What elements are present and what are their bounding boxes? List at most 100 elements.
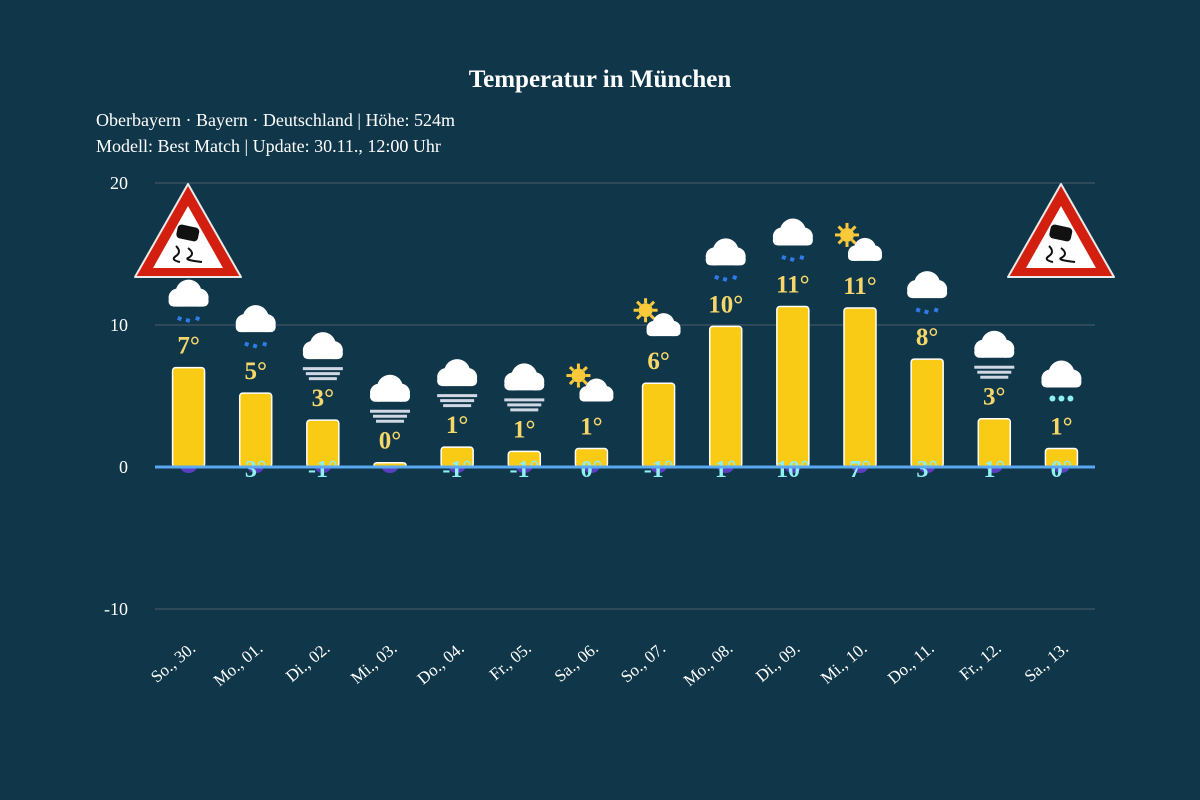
x-tick-label: Fr., 05. [486,639,535,685]
sun-ray [837,225,844,232]
cloud-icon [848,251,882,261]
cloud-icon [168,295,209,307]
min-temp-label: 3° [245,457,267,483]
fog-line-icon [370,409,410,413]
fog-line-icon [437,394,478,398]
cloud-icon [437,375,478,387]
sun-ray [582,365,588,372]
rain-drop-icon [195,316,201,322]
max-temp-label: 10° [708,291,743,318]
x-tick-label: Di., 02. [282,639,333,686]
x-tick-label: Di., 09. [752,639,803,686]
fog-line-icon [974,365,1015,369]
rain-drop-icon [262,341,268,347]
y-tick-label: 20 [110,173,128,193]
sun-ray [837,238,844,245]
max-temp-label: 11° [776,272,810,299]
sun-ray [636,314,642,320]
sun-ray [568,365,575,372]
chart-subtitle-location: Oberbayern · Bayern · Deutschland | Höhe… [96,110,455,130]
x-tick-label: Sa., 06. [551,639,602,686]
cloud-icon [504,379,545,391]
sun-icon [840,227,854,242]
fog-line-icon [507,403,542,407]
sun-ray [649,314,656,320]
min-temp-label: -1° [644,457,674,483]
sun-icon [571,368,586,383]
snow-flake-icon [1058,395,1065,402]
cloud-icon [974,346,1015,358]
fog-line-icon [376,419,404,423]
min-temp-label: -1° [308,457,338,483]
max-temp-label: 1° [1050,414,1073,441]
x-tick-label: So., 30. [147,639,199,687]
cloud-icon [1041,376,1082,388]
skid-marks-icon [172,245,203,263]
rain-drop-icon [252,343,258,349]
x-tick-label: Do., 04. [414,639,468,689]
sun-ray [568,379,575,386]
cloud-icon [235,321,276,333]
rain-drop-icon [722,276,728,282]
max-temp-label: 11° [843,273,877,300]
x-tick-label: So., 07. [617,639,669,687]
x-tick-label: Fr., 12. [956,639,1005,685]
bar-max-temp [641,382,676,468]
bar-max-temp [708,325,743,468]
rain-drop-icon [244,341,250,347]
fog-line-icon [980,375,1009,379]
cloud-icon [705,254,746,266]
rain-drop-icon [799,254,805,261]
cloud-icon [302,348,343,360]
sun-ray [636,300,642,307]
x-tick-label: Mo., 08. [680,639,736,691]
bar-max-temp [843,307,877,468]
x-tick-label: Sa., 13. [1021,639,1072,686]
cloud-icon [907,287,948,299]
min-temp-label: 1° [983,457,1005,483]
snow-flake-icon [1049,395,1056,402]
y-tick-label: -10 [104,599,128,619]
rain-drop-icon [923,309,930,315]
max-temp-label: 6° [647,348,670,375]
car-icon [1049,224,1073,242]
sun-icon [638,303,653,318]
y-tick-label: 0 [119,457,128,477]
sun-ray [850,225,857,232]
max-temp-label: 1° [513,416,536,443]
min-temp-label: 3° [916,457,938,483]
rain-drop-icon [185,317,191,324]
max-temp-label: 1° [446,412,469,439]
min-temp-label: -1° [442,457,472,483]
rain-drop-icon [933,307,939,313]
max-temp-label: 0° [379,428,402,455]
rain-drop-icon [781,254,787,261]
min-temp-label: 0° [581,457,603,483]
fog-line-icon [510,408,539,412]
x-tick-label: Do., 11. [884,639,938,688]
cloud-icon [370,390,410,402]
bar-max-temp [238,392,273,468]
min-temp-label: -1° [509,457,539,483]
sun-ray [850,238,857,245]
max-temp-label: 7° [177,333,200,360]
bar-max-temp [776,305,810,468]
fog-line-icon [305,372,340,376]
fog-line-icon [977,370,1012,374]
sun-ray [649,300,656,307]
rain-drop-icon [732,274,738,280]
y-tick-label: 10 [110,315,128,335]
rain-drop-icon [789,256,795,262]
max-temp-label: 8° [916,324,939,351]
min-temp-label: 7° [849,457,871,483]
max-temp-label: 1° [580,414,603,441]
min-temp-label: 0° [1051,457,1073,483]
max-temp-label: 3° [312,385,335,412]
cloud-icon [646,326,681,337]
chart-title: Temperatur in München [468,66,732,93]
car-icon [176,224,200,242]
cloud-icon [772,234,813,246]
rain-drop-icon [915,307,921,313]
fog-line-icon [440,399,475,403]
